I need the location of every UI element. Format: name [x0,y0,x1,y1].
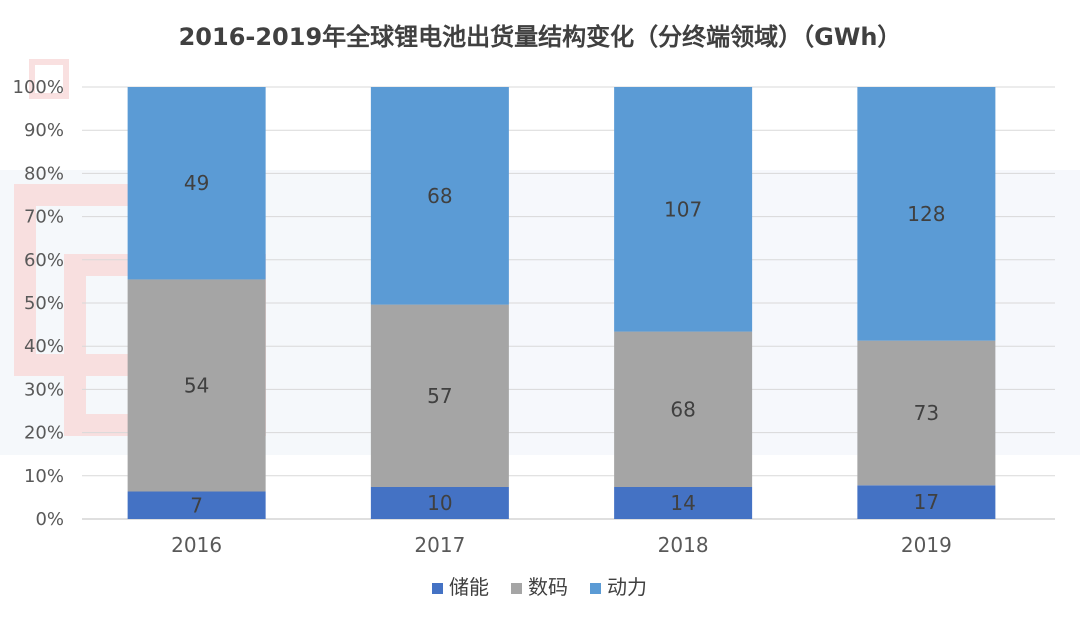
y-tick-label: 80% [24,163,64,184]
bars [127,87,996,519]
data-labels: 7 54 49 10 57 68 14 68 107 17 73 128 [184,171,946,517]
bar-segment [127,87,266,280]
legend-label: 动力 [607,575,647,599]
data-label: 128 [907,202,945,226]
bar-segment [614,331,753,487]
data-label: 57 [427,384,452,408]
bar-segment [614,87,753,332]
legend-label: 数码 [528,575,568,599]
y-tick-label: 90% [24,120,64,141]
x-axis: 2016 2017 2018 2019 [171,533,952,557]
y-tick-label: 60% [24,250,64,271]
data-label: 107 [664,197,702,221]
bar-segment [614,487,753,519]
legend-swatch [511,583,522,594]
data-label: 14 [670,491,695,515]
y-tick-label: 30% [24,379,64,400]
data-label: 10 [427,491,452,515]
y-tick-label: 0% [35,509,64,530]
x-tick-label: 2019 [901,533,952,557]
legend: 储能 数码 动力 [432,575,647,599]
bar-segment [370,487,509,519]
bar-segment [127,491,266,519]
data-label: 7 [190,493,203,517]
bar-segment [370,87,509,305]
y-tick-label: 20% [24,423,64,444]
data-label: 54 [184,373,209,397]
bar-segment [857,340,996,486]
y-tick-label: 100% [13,77,64,98]
data-label: 49 [184,171,209,195]
bar-segment [370,304,509,487]
bar-segment [857,485,996,519]
y-tick-label: 10% [24,466,64,487]
y-tick-label: 50% [24,293,64,314]
legend-swatch [432,583,443,594]
legend-label: 储能 [449,575,489,599]
data-label: 17 [914,490,939,514]
bar-segment [857,87,996,341]
legend-swatch [590,583,601,594]
x-tick-label: 2017 [414,533,465,557]
bar-segment [127,279,266,492]
data-label: 68 [427,184,452,208]
y-tick-label: 40% [24,336,64,357]
data-label: 73 [914,401,939,425]
x-tick-label: 2018 [658,533,709,557]
y-axis: 0% 10% 20% 30% 40% 50% 60% 70% 80% 90% 100% [13,77,64,530]
chart-title: 2016-2019年全球锂电池出货量结构变化（分终端领域）（GWh） [179,23,902,51]
x-tick-label: 2016 [171,533,222,557]
y-tick-label: 70% [24,207,64,228]
data-label: 68 [670,397,695,421]
